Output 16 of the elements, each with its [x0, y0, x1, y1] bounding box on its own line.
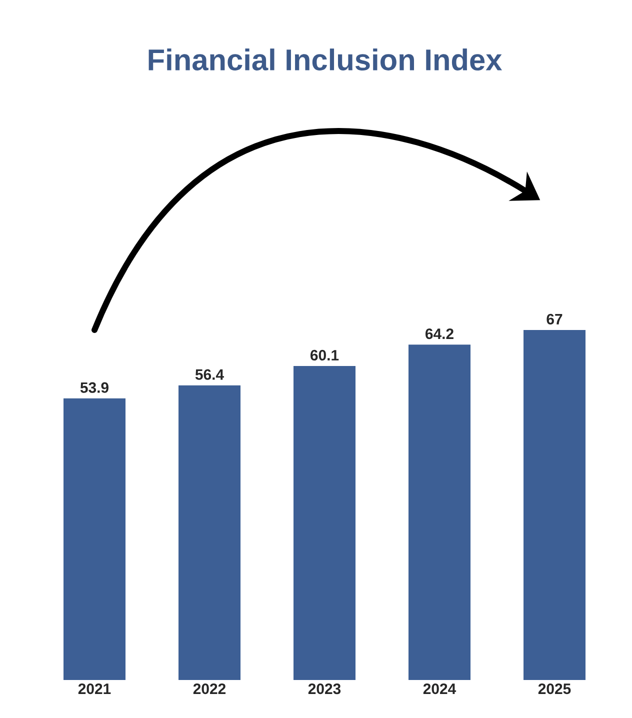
data-label: 60.1: [310, 350, 339, 361]
data-label: 67: [546, 314, 562, 324]
data-label: 56.4: [195, 369, 224, 380]
bar: [64, 398, 126, 680]
bar: [408, 344, 471, 680]
bar: [524, 330, 586, 680]
x-tick-label: 2023: [308, 684, 341, 694]
x-tick-label: 2022: [193, 684, 226, 694]
x-tick-label: 2024: [423, 684, 456, 694]
data-label: 64.2: [426, 328, 454, 340]
x-tick-label: 2025: [538, 684, 571, 694]
bar: [294, 366, 356, 680]
data-label: 53.9: [80, 382, 108, 393]
x-tick-label: 2021: [78, 684, 111, 694]
chart-title: Financial Inclusion Index: [148, 48, 502, 70]
bar: [178, 385, 241, 680]
